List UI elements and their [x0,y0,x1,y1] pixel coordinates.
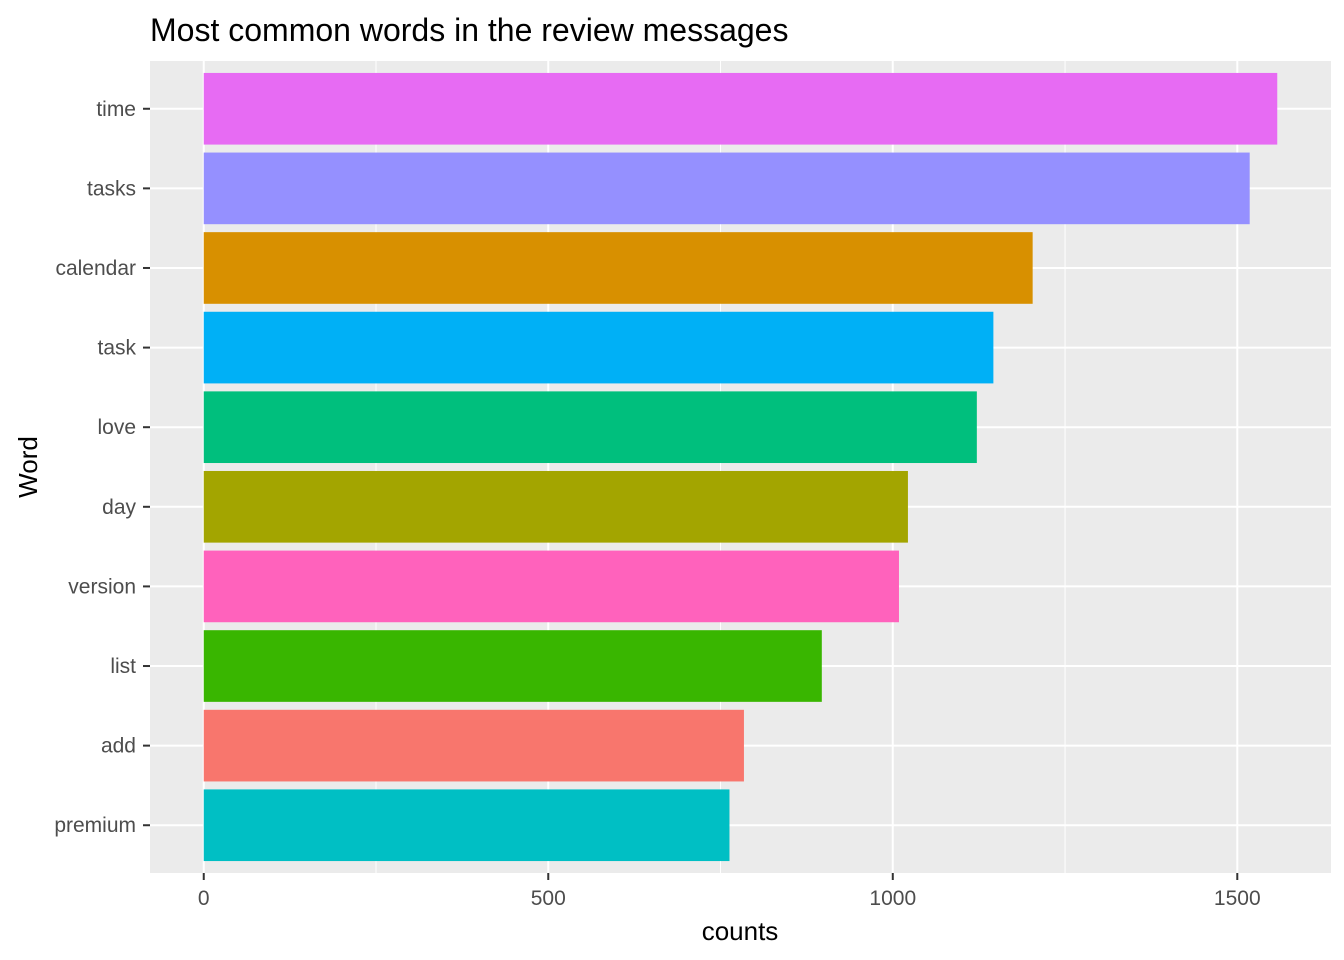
y-tick-label: task [97,337,136,360]
y-tick-label: day [102,496,136,519]
bar-add [203,709,744,782]
bar-time [203,72,1278,145]
x-axis-ticks: 0 500 1000 1500 [198,873,1261,910]
bar-list [203,630,822,702]
y-tick-label: tasks [87,177,136,200]
x-tick-label: 1000 [869,887,916,910]
y-tick-label: calendar [55,257,136,280]
y-axis-title: Word [13,436,43,498]
chart-title: Most common words in the review messages [150,12,788,48]
bar-version [203,550,899,623]
y-tick-label: premium [54,814,136,837]
y-axis-ticks: time tasks calendar task love day version list a… [54,98,150,837]
y-tick-label: love [97,416,136,439]
x-tick-label: 500 [531,887,566,910]
x-axis-title: counts [702,916,779,946]
bar-tasks [203,152,1250,225]
bar-premium [203,789,730,862]
y-tick-label: time [96,98,136,121]
bar-task [203,311,994,384]
y-tick-label: list [110,655,136,678]
x-tick-label: 0 [198,887,210,910]
y-tick-label: add [101,735,136,758]
y-tick-label: version [68,575,136,598]
x-tick-label: 1500 [1214,887,1261,910]
bar-calendar [203,232,1033,304]
bar-day [203,470,908,543]
bar-love [203,391,977,464]
bars [203,72,1278,862]
